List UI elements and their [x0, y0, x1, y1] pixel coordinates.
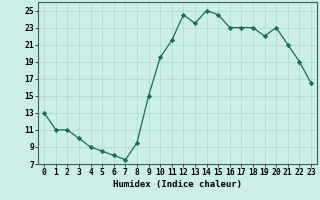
X-axis label: Humidex (Indice chaleur): Humidex (Indice chaleur): [113, 180, 242, 189]
